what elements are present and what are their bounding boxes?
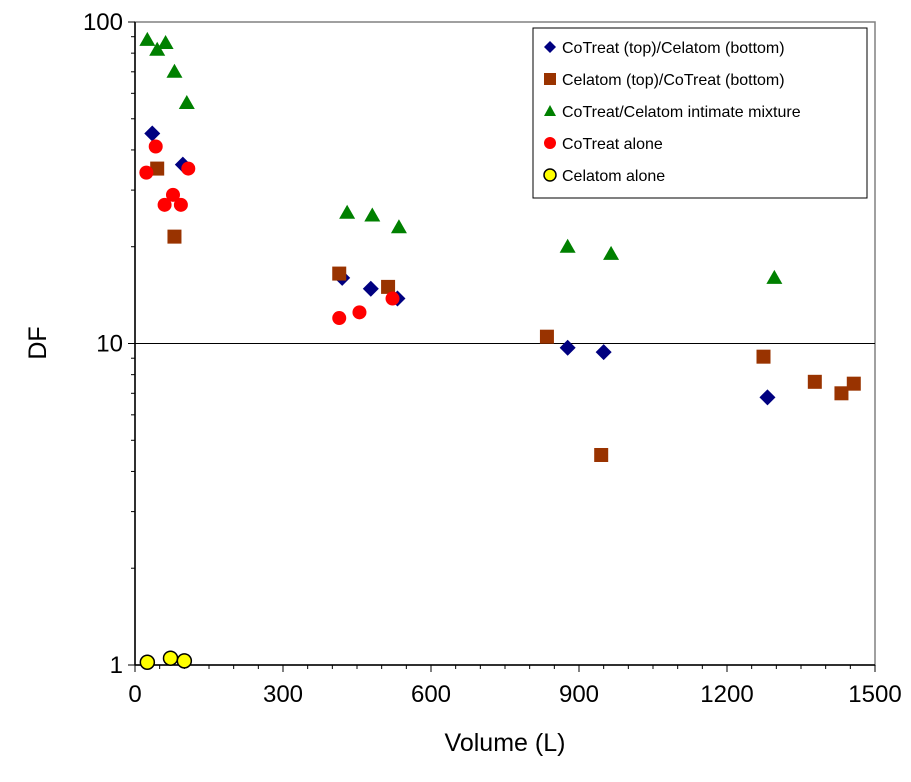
x-axis-title: Volume (L)	[445, 729, 566, 757]
legend-entry: Celatom alone	[543, 168, 665, 185]
data-point	[157, 197, 172, 212]
data-point	[759, 389, 776, 406]
data-point	[139, 165, 154, 180]
data-point	[352, 305, 367, 320]
x-tick-label: 1500	[848, 681, 901, 708]
x-tick-label: 1200	[700, 681, 753, 708]
data-point	[150, 161, 165, 176]
legend-label: Celatom alone	[562, 168, 665, 185]
series-5	[139, 650, 193, 670]
data-point	[595, 344, 612, 361]
legend-label: Celatom (top)/CoTreat (bottom)	[562, 72, 785, 89]
data-point	[162, 650, 179, 666]
legend-label: CoTreat (top)/Celatom (bottom)	[562, 40, 785, 57]
series-3	[139, 31, 783, 284]
data-point	[332, 266, 347, 281]
data-point	[756, 349, 771, 364]
x-tick-label: 0	[128, 681, 141, 708]
data-point	[362, 280, 379, 297]
data-point	[144, 125, 161, 142]
x-tick-label: 300	[263, 681, 303, 708]
data-point	[834, 386, 849, 401]
data-point	[390, 219, 407, 234]
y-axis-title: DF	[24, 326, 52, 359]
legend-marker	[544, 73, 556, 85]
data-point	[339, 204, 356, 219]
legend-entry: CoTreat (top)/Celatom (bottom)	[544, 40, 785, 57]
y-tick-label: 1	[110, 652, 123, 679]
y-tick-labels: 1 10 100	[83, 9, 123, 679]
data-point	[178, 94, 195, 109]
data-point	[385, 291, 400, 306]
data-point	[559, 339, 576, 356]
series-2	[150, 161, 861, 462]
y-tick-label: 10	[96, 331, 123, 358]
legend-entry: CoTreat/Celatom intimate mixture	[544, 104, 801, 121]
data-point	[176, 653, 193, 669]
data-points	[139, 31, 861, 670]
data-point	[807, 374, 822, 389]
legend-entry: CoTreat alone	[544, 136, 663, 153]
x-tick-label: 600	[411, 681, 451, 708]
data-point	[139, 654, 156, 670]
legend: CoTreat (top)/Celatom (bottom) Celatom (t…	[532, 27, 868, 199]
data-point	[539, 329, 554, 344]
data-point	[603, 245, 620, 260]
y-tick-label: 100	[83, 9, 123, 36]
data-point	[381, 279, 396, 294]
axis-ticks	[128, 21, 876, 672]
data-point	[139, 31, 156, 46]
data-point	[594, 447, 609, 462]
series-4	[139, 139, 400, 326]
data-point	[173, 197, 188, 212]
legend-box	[532, 27, 868, 199]
data-point	[559, 238, 576, 253]
data-point	[165, 187, 180, 202]
data-point	[167, 229, 182, 244]
data-point	[157, 35, 174, 50]
data-point	[181, 161, 196, 176]
legend-marker	[543, 168, 557, 182]
data-point	[166, 63, 183, 78]
legend-label: CoTreat/Celatom intimate mixture	[562, 104, 801, 121]
x-tick-label: 900	[559, 681, 599, 708]
data-point	[364, 207, 381, 222]
data-point	[332, 311, 347, 326]
legend-label: CoTreat alone	[562, 136, 663, 153]
legend-entry: Celatom (top)/CoTreat (bottom)	[544, 72, 785, 89]
x-tick-labels: 0 300 600 900 1200 1500	[128, 681, 901, 708]
legend-marker	[544, 41, 556, 53]
data-point	[149, 41, 166, 56]
data-point	[766, 269, 783, 284]
data-point	[846, 376, 861, 391]
legend-marker	[544, 137, 556, 149]
data-point	[148, 139, 163, 154]
legend-marker	[544, 105, 556, 116]
